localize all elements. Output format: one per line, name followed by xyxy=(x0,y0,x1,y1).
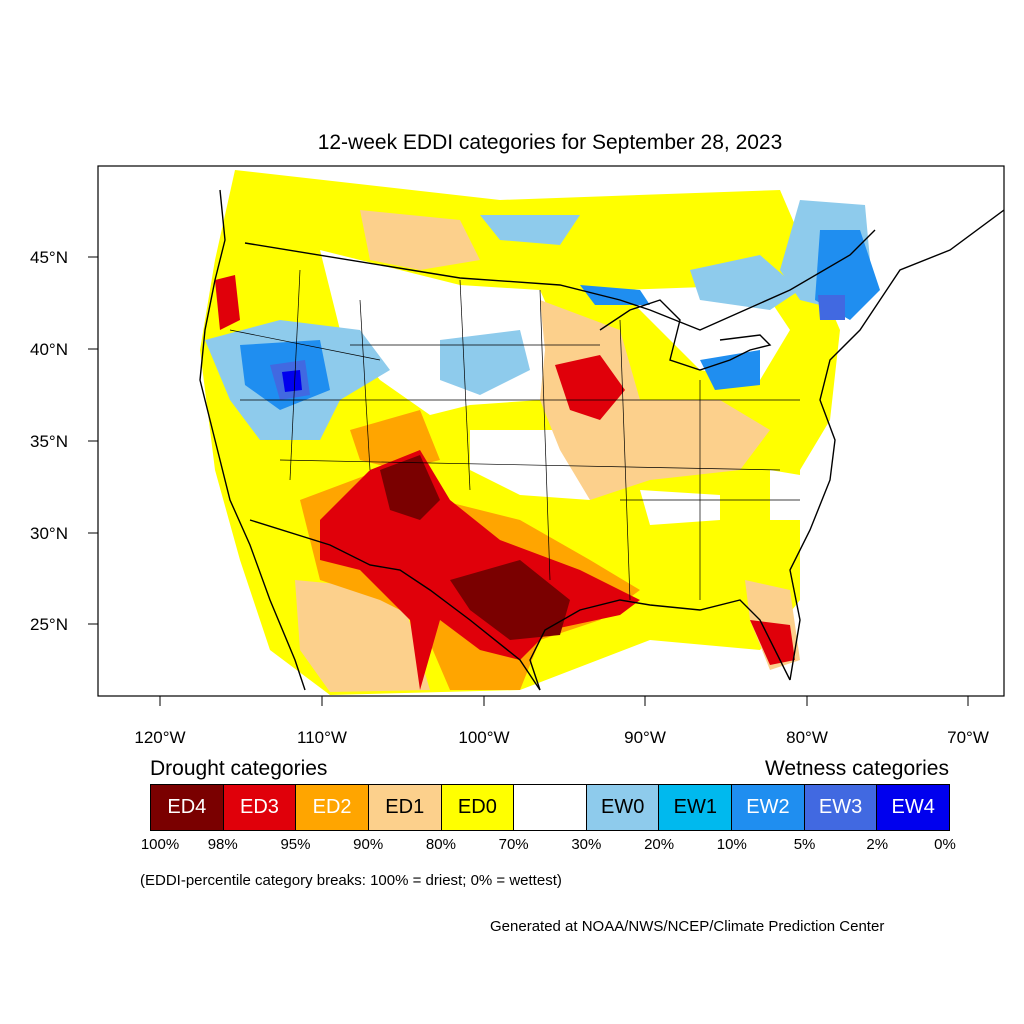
percent-break-label: 80% xyxy=(425,836,456,853)
coastline-layer xyxy=(199,189,1004,691)
percent-break-label: 5% xyxy=(793,836,816,853)
percent-break-label: 30% xyxy=(571,836,602,853)
state-border xyxy=(279,459,781,471)
longitude-axis: 120°W 110°W 100°W 90°W 80°W 70°W xyxy=(134,696,989,747)
percent-break-label: 10% xyxy=(716,836,747,853)
neutral-region xyxy=(770,470,830,520)
gulf-coast xyxy=(529,599,791,691)
lon-label: 70°W xyxy=(947,728,989,747)
percent-break-label: 98% xyxy=(207,836,238,853)
legend-swatch-ew3: EW3 xyxy=(804,785,878,830)
lat-label: 45°N xyxy=(30,248,68,267)
state-border xyxy=(229,329,381,361)
map-title: 12-week EDDI categories for September 28… xyxy=(317,131,783,154)
state-border xyxy=(359,299,371,471)
legend-swatch-ed4: ED4 xyxy=(151,785,224,830)
ew0-region xyxy=(480,215,580,245)
ew0-region xyxy=(690,255,800,310)
state-border xyxy=(459,279,471,491)
drought-heading: Drought categories xyxy=(150,757,328,780)
ew4-region xyxy=(282,370,302,392)
category-note: (EDDI-percentile category breaks: 100% =… xyxy=(140,872,562,889)
lon-label: 120°W xyxy=(134,728,185,747)
legend-swatch-ew2: EW2 xyxy=(732,785,805,830)
legend-swatch-ew0: EW0 xyxy=(586,785,660,830)
ew1-region xyxy=(700,350,760,390)
credit-text: Generated at NOAA/NWS/NCEP/Climate Predi… xyxy=(490,918,885,935)
lon-label: 110°W xyxy=(297,728,347,747)
ed3-region xyxy=(555,355,625,420)
ew0-region xyxy=(440,330,530,395)
lon-label: 100°W xyxy=(458,728,509,747)
lon-label: 80°W xyxy=(786,728,828,747)
lat-label: 35°N xyxy=(30,432,68,451)
percent-break-label: 20% xyxy=(644,836,675,853)
lat-label: 30°N xyxy=(30,524,68,543)
legend-swatch-ed1: ED1 xyxy=(368,785,442,830)
ed4-region xyxy=(450,560,570,640)
east-coast xyxy=(789,209,1004,681)
percent-break-label: 95% xyxy=(280,836,311,853)
legend-swatch-ed0: ED0 xyxy=(441,785,515,830)
legend-swatch-ed3: ED3 xyxy=(223,785,297,830)
ed1-region xyxy=(360,210,480,270)
ew1-region xyxy=(580,285,650,305)
legend-swatch-ew4: EW4 xyxy=(877,785,950,830)
lat-label: 25°N xyxy=(30,615,68,634)
latitude-axis: 45°N 40°N 35°N 30°N 25°N xyxy=(30,248,98,634)
lat-label: 40°N xyxy=(30,340,68,359)
legend-swatch-ed2: ED2 xyxy=(296,785,369,830)
ew3-region xyxy=(818,295,845,320)
percent-break-label: 100% xyxy=(140,836,180,853)
canada-border xyxy=(244,229,876,331)
ed3-region xyxy=(750,620,795,665)
legend-bar: ED4 ED3 ED2 ED1 ED0 EW0 EW1 EW2 EW3 EW4 xyxy=(150,784,950,831)
percent-break-label: 0% xyxy=(934,836,956,853)
ed4-region xyxy=(380,455,440,520)
wetness-heading: Wetness categories xyxy=(764,757,949,780)
ed3-region xyxy=(215,275,240,330)
legend-swatch-neutral xyxy=(514,785,587,830)
state-border xyxy=(539,289,551,581)
state-border xyxy=(289,269,301,481)
state-border-layer xyxy=(229,269,800,601)
state-border xyxy=(619,319,631,601)
percent-break-label: 70% xyxy=(498,836,529,853)
eddi-map: 45°N 40°N 35°N 30°N 25°N 120°W 110°W 100… xyxy=(30,165,1005,747)
mexico-border xyxy=(249,519,541,691)
great-lakes xyxy=(599,299,772,371)
percent-break-label: 2% xyxy=(866,836,889,853)
percent-break-label: 90% xyxy=(353,836,384,853)
legend-swatch-ew1: EW1 xyxy=(659,785,733,830)
lon-label: 90°W xyxy=(624,728,666,747)
eddi-fill-layer xyxy=(200,170,880,695)
west-coast xyxy=(199,189,306,691)
neutral-region xyxy=(640,490,720,525)
